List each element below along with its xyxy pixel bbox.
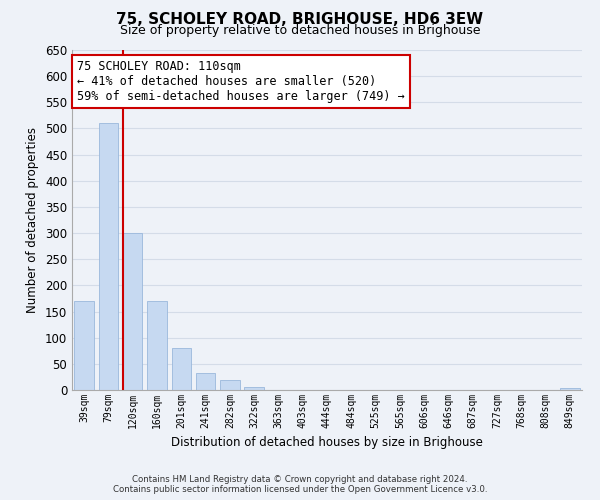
- Bar: [147, 301, 167, 390]
- Bar: [220, 380, 239, 390]
- X-axis label: Distribution of detached houses by size in Brighouse: Distribution of detached houses by size …: [171, 436, 483, 450]
- Bar: [74, 301, 94, 390]
- Bar: [244, 388, 264, 390]
- Y-axis label: Number of detached properties: Number of detached properties: [26, 127, 40, 313]
- Text: Size of property relative to detached houses in Brighouse: Size of property relative to detached ho…: [120, 24, 480, 37]
- Bar: [172, 348, 191, 390]
- Text: 75, SCHOLEY ROAD, BRIGHOUSE, HD6 3EW: 75, SCHOLEY ROAD, BRIGHOUSE, HD6 3EW: [116, 12, 484, 28]
- Text: 75 SCHOLEY ROAD: 110sqm
← 41% of detached houses are smaller (520)
59% of semi-d: 75 SCHOLEY ROAD: 110sqm ← 41% of detache…: [77, 60, 405, 103]
- Bar: [123, 233, 142, 390]
- Bar: [99, 123, 118, 390]
- Bar: [560, 388, 580, 390]
- Bar: [196, 372, 215, 390]
- Text: Contains HM Land Registry data © Crown copyright and database right 2024.
Contai: Contains HM Land Registry data © Crown c…: [113, 474, 487, 494]
